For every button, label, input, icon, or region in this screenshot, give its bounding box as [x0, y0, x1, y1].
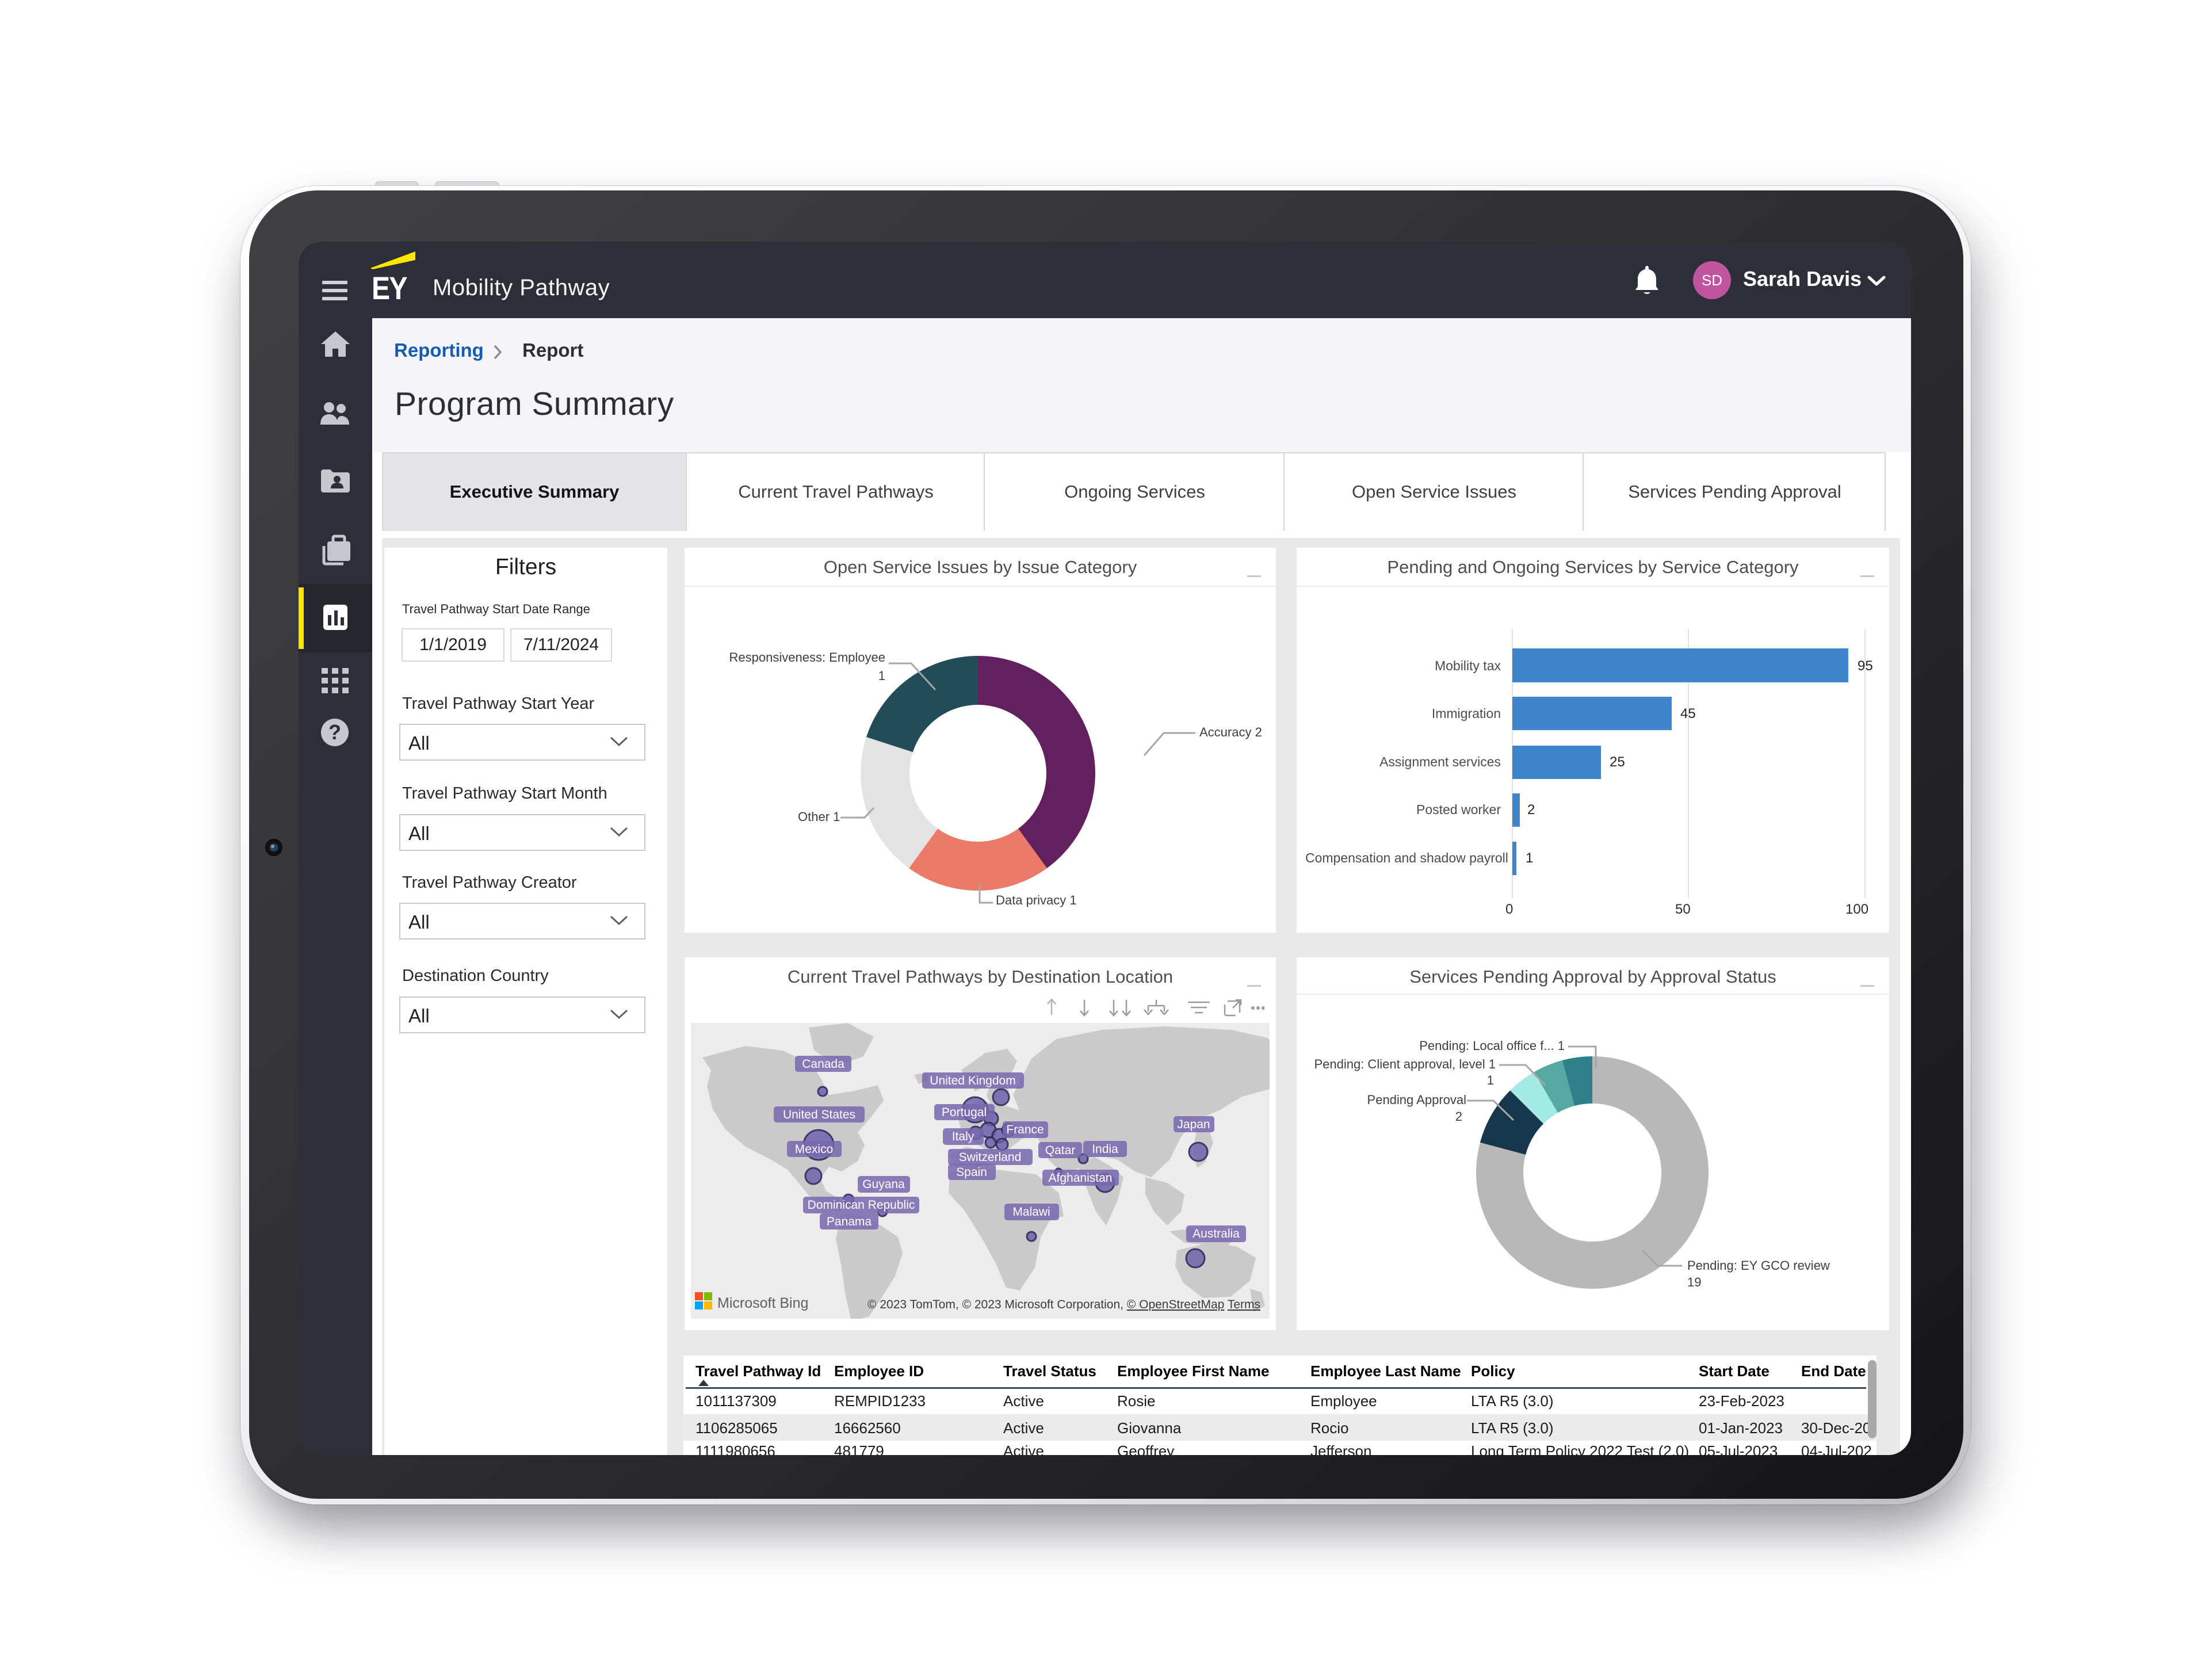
svg-text:Canada: Canada [802, 1057, 844, 1071]
svg-text:Afghanistan: Afghanistan [1049, 1171, 1113, 1185]
svg-text:Japan: Japan [1177, 1118, 1210, 1131]
svg-text:© 2023 TomTom, © 2023 Microsof: © 2023 TomTom, © 2023 Microsoft Corporat… [867, 1298, 1260, 1311]
svg-text:Malawi: Malawi [1012, 1205, 1050, 1219]
svg-text:Portugal: Portugal [942, 1106, 987, 1119]
svg-text:Mexico: Mexico [795, 1143, 834, 1156]
svg-text:India: India [1092, 1143, 1118, 1156]
svg-text:France: France [1006, 1123, 1044, 1136]
svg-text:Microsoft Bing: Microsoft Bing [717, 1295, 808, 1311]
svg-text:Dominican Republic: Dominican Republic [808, 1198, 915, 1212]
svg-text:United Kingdom: United Kingdom [930, 1074, 1015, 1087]
svg-text:Spain: Spain [956, 1166, 987, 1179]
svg-text:United States: United States [783, 1108, 855, 1121]
svg-text:Qatar: Qatar [1045, 1144, 1076, 1157]
svg-text:Switzerland: Switzerland [959, 1151, 1022, 1164]
svg-text:Panama: Panama [827, 1215, 872, 1228]
svg-text:Guyana: Guyana [862, 1178, 905, 1191]
svg-text:Italy: Italy [952, 1130, 974, 1143]
svg-text:Australia: Australia [1193, 1227, 1240, 1240]
